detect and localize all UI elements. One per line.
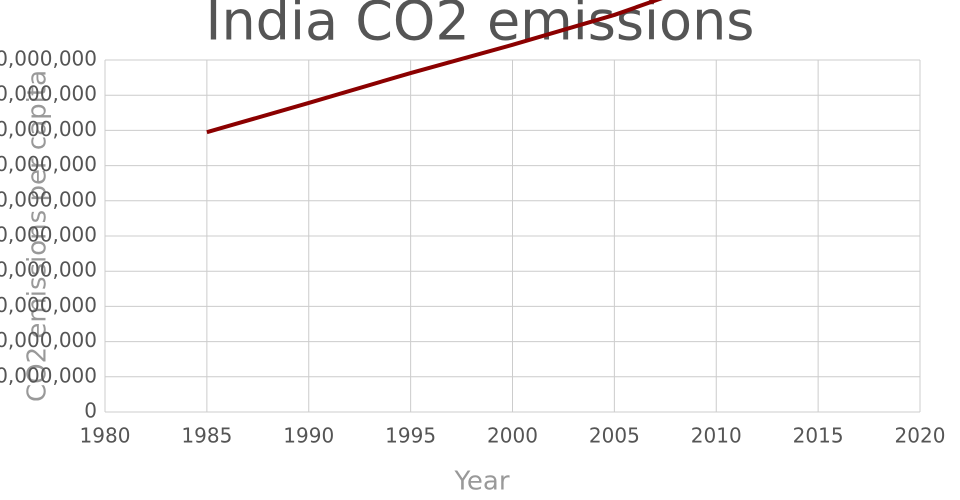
chart-title: India CO2 emissions [206,0,755,53]
x-tick-label: 2000 [487,424,538,448]
x-tick-label: 1995 [385,424,436,448]
y-tick-label: 1,000,000,000 [0,47,97,71]
y-tick-label: 500,000,000 [0,223,97,247]
x-tick-label: 1980 [80,424,131,448]
data-line [206,0,663,135]
x-axis-label: Year [453,467,509,497]
y-tick-label: 900,000,000 [0,82,97,106]
x-tick-label: 2005 [589,424,640,448]
y-tick-label: 300,000,000 [0,293,97,317]
y-tick-label: 700,000,000 [0,152,97,176]
x-tick-label: 1985 [181,424,232,448]
x-tick-label: 2015 [793,424,844,448]
x-tick-label: 2010 [691,424,742,448]
x-tick-label: 2020 [895,424,946,448]
y-tick-label: 100,000,000 [0,363,97,387]
x-tick-label: 1990 [283,424,334,448]
y-tick-label: 0 [84,399,97,423]
y-axis-label: CO2 emissions per capita [23,70,53,402]
y-tick-label: 400,000,000 [0,258,97,282]
y-tick-label: 800,000,000 [0,117,97,141]
y-tick-label: 600,000,000 [0,187,97,211]
y-tick-label: 200,000,000 [0,328,97,352]
